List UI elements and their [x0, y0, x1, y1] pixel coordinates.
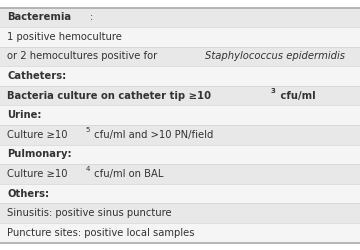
- Text: Catheters:: Catheters:: [7, 71, 67, 81]
- Text: Staphylococcus epidermidis: Staphylococcus epidermidis: [205, 52, 345, 62]
- Text: Others:: Others:: [7, 188, 49, 198]
- Text: Sinusitis: positive sinus puncture: Sinusitis: positive sinus puncture: [7, 208, 172, 218]
- Text: Culture ≥10: Culture ≥10: [7, 130, 68, 140]
- Text: 3: 3: [270, 88, 275, 94]
- Text: 4: 4: [85, 166, 90, 172]
- FancyBboxPatch shape: [0, 47, 360, 66]
- Text: cfu/ml on BAL: cfu/ml on BAL: [91, 169, 163, 179]
- Text: or 2 hemocultures positive for: or 2 hemocultures positive for: [7, 52, 161, 62]
- FancyBboxPatch shape: [0, 223, 360, 242]
- FancyBboxPatch shape: [0, 106, 360, 125]
- FancyBboxPatch shape: [0, 125, 360, 144]
- Text: :: :: [90, 12, 93, 22]
- FancyBboxPatch shape: [0, 8, 360, 27]
- Text: Urine:: Urine:: [7, 110, 42, 120]
- FancyBboxPatch shape: [0, 86, 360, 105]
- FancyBboxPatch shape: [0, 27, 360, 47]
- Text: Puncture sites: positive local samples: Puncture sites: positive local samples: [7, 228, 195, 238]
- FancyBboxPatch shape: [0, 184, 360, 203]
- Text: Culture ≥10: Culture ≥10: [7, 169, 68, 179]
- Text: cfu/ml: cfu/ml: [277, 90, 315, 101]
- Text: Pulmonary:: Pulmonary:: [7, 149, 72, 160]
- Text: cfu/ml and >10 PN/field: cfu/ml and >10 PN/field: [91, 130, 213, 140]
- FancyBboxPatch shape: [0, 66, 360, 86]
- FancyBboxPatch shape: [0, 144, 360, 164]
- FancyBboxPatch shape: [0, 164, 360, 184]
- Text: 1 positive hemoculture: 1 positive hemoculture: [7, 32, 122, 42]
- Text: 5: 5: [85, 127, 90, 133]
- Text: Bacteremia: Bacteremia: [7, 12, 71, 22]
- FancyBboxPatch shape: [0, 203, 360, 223]
- Text: Bacteria culture on catheter tip ≥10: Bacteria culture on catheter tip ≥10: [7, 90, 211, 101]
